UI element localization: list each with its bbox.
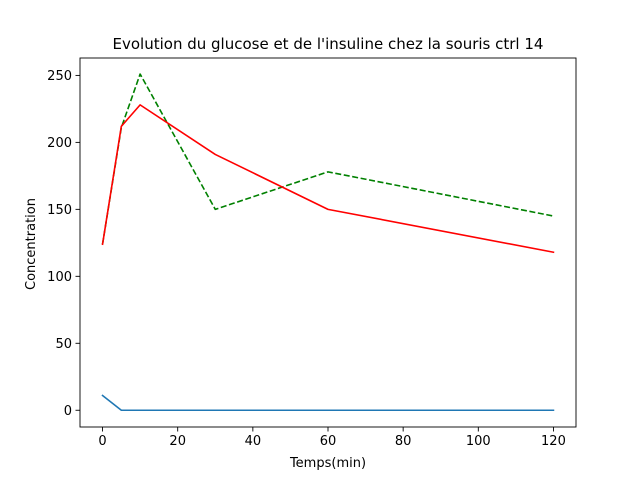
series-line-3	[101, 394, 555, 412]
x-tick-label: 40	[245, 434, 262, 449]
series-group	[101, 73, 555, 412]
y-tick-label: 100	[47, 270, 72, 285]
y-tick-label: 50	[55, 337, 72, 352]
x-tick-label: 80	[395, 434, 412, 449]
x-tick-label: 20	[169, 434, 186, 449]
y-tick-label: 150	[47, 203, 72, 218]
x-tick-label: 100	[466, 434, 491, 449]
chart-title: Evolution du glucose et de l'insuline ch…	[113, 35, 544, 53]
x-tick-label: 0	[98, 434, 106, 449]
x-tick-label: 120	[541, 434, 566, 449]
y-tick-label: 0	[64, 404, 72, 419]
x-tick-label: 60	[320, 434, 337, 449]
y-axis-label: Concentration	[24, 198, 39, 290]
y-tick-label: 200	[47, 136, 72, 151]
series-line-2	[101, 104, 555, 254]
x-axis-label: Temps(min)	[289, 456, 366, 471]
plot-area: 0 20 40 60 80 100 120 0 50 100 150 200 250	[47, 57, 577, 449]
y-tick-label: 250	[47, 69, 72, 84]
